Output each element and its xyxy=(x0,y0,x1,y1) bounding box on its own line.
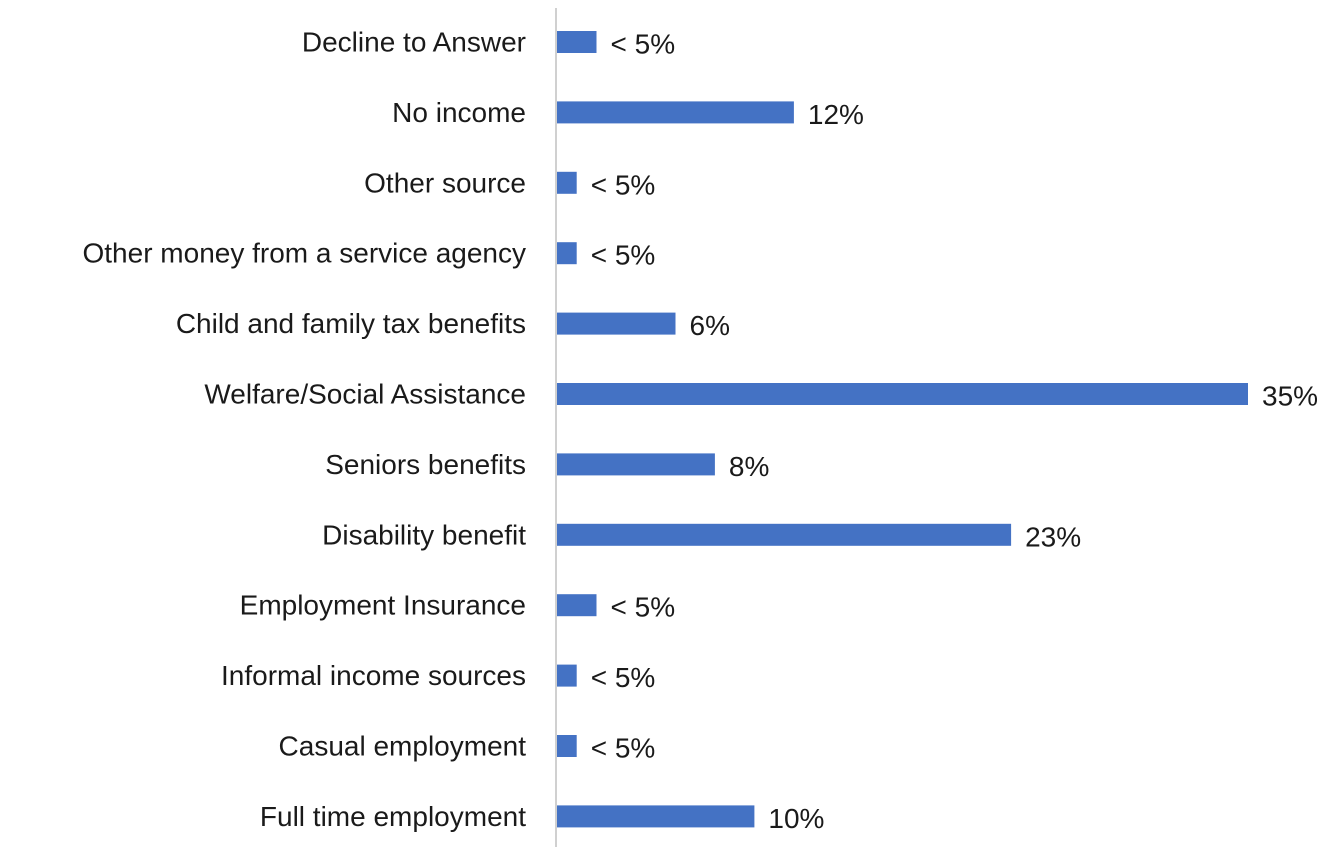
data-label: 10% xyxy=(768,803,824,834)
category-label: Decline to Answer xyxy=(302,27,526,58)
bar xyxy=(557,171,577,194)
bar xyxy=(557,594,597,617)
data-label: < 5% xyxy=(591,733,656,764)
category-label: Welfare/Social Assistance xyxy=(204,379,526,410)
category-label: Other source xyxy=(364,167,526,198)
bar xyxy=(557,805,755,828)
bar xyxy=(557,383,1248,405)
data-labels: < 5% 12% < 5% < 5% 6% 35% 8% 23% < 5% < 5% < 5% 10% xyxy=(591,29,1318,834)
data-label: 6% xyxy=(690,310,730,341)
data-label: 12% xyxy=(808,99,864,130)
category-label: Informal income sources xyxy=(221,660,526,691)
bar xyxy=(557,242,577,265)
category-label: Casual employment xyxy=(279,731,527,762)
bars-layer xyxy=(557,31,1248,828)
bar xyxy=(557,664,577,687)
category-label: Seniors benefits xyxy=(325,449,526,480)
category-label: No income xyxy=(392,97,526,128)
category-label: Full time employment xyxy=(260,801,526,832)
category-labels: Decline to Answer No income Other source Ot… xyxy=(82,27,526,832)
data-label: < 5% xyxy=(591,662,656,693)
data-label: 35% xyxy=(1262,381,1318,412)
bar xyxy=(557,31,597,53)
data-label: < 5% xyxy=(591,169,656,200)
category-label: Employment Insurance xyxy=(240,590,526,621)
data-label: < 5% xyxy=(611,592,676,623)
data-label: < 5% xyxy=(591,240,656,271)
category-label: Child and family tax benefits xyxy=(176,308,526,339)
category-label: Other money from a service agency xyxy=(82,238,526,269)
data-label: < 5% xyxy=(611,29,676,60)
bar xyxy=(557,453,715,476)
data-label: 23% xyxy=(1025,521,1081,552)
bar xyxy=(557,101,794,124)
data-label: 8% xyxy=(729,451,769,482)
bar xyxy=(557,312,676,335)
bar xyxy=(557,735,577,757)
bar xyxy=(557,523,1012,546)
category-label: Disability benefit xyxy=(322,519,526,550)
